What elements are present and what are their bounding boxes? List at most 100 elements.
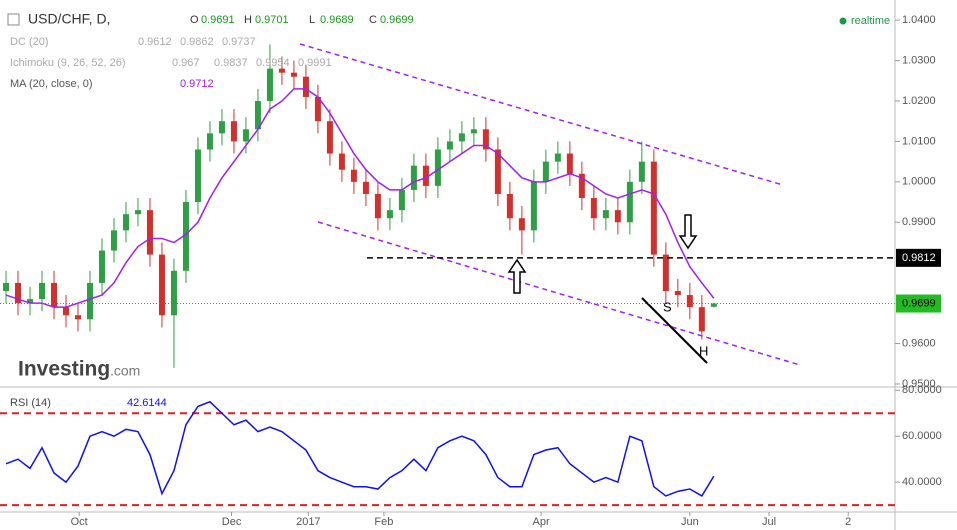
ohlc-value: 0.9699 (380, 14, 414, 26)
x-tick-label: Apr (533, 516, 550, 528)
realtime-label: realtime (851, 15, 890, 27)
y-tick-label: 0.9500 (902, 378, 936, 390)
x-tick-label: Oct (71, 516, 88, 528)
candle-body (218, 121, 225, 134)
legend-name: MA (20, close, 0) (10, 78, 93, 90)
candle-body (2, 282, 9, 291)
candle-body (338, 153, 345, 170)
x-tick-label: 2017 (296, 516, 320, 528)
candle-body (530, 181, 537, 231)
candle-body (110, 230, 117, 251)
candle-body (38, 282, 45, 300)
candle-body (470, 129, 477, 134)
candle-body (230, 121, 237, 142)
candle-body (422, 165, 429, 186)
y-tick-label: 80.0000 (902, 384, 942, 396)
symbol-icon (7, 13, 20, 26)
candle-body (26, 299, 33, 304)
candle-body (278, 68, 285, 73)
candle-body (578, 173, 585, 199)
candle-body (62, 307, 69, 316)
up-arrow (507, 258, 527, 294)
ohlc-label: L (309, 14, 315, 26)
ohlc-value: 0.9689 (320, 14, 354, 26)
ohlc-label: C (369, 14, 377, 26)
realtime-dot (839, 17, 847, 25)
candle-body (122, 214, 129, 231)
candle-body (602, 210, 609, 219)
candle-body (194, 149, 201, 203)
candle-body (710, 303, 717, 307)
candle-body (146, 210, 153, 255)
ohlc-label: O (190, 14, 199, 26)
candle-body (98, 250, 105, 283)
watermark-suffix: .com (110, 363, 140, 379)
candle-body (266, 68, 273, 101)
ohlc-value: 0.9701 (255, 14, 289, 26)
y-tick-label: 0.9900 (902, 216, 936, 228)
candle-body (182, 202, 189, 271)
candle-body (290, 72, 297, 77)
indicator-value: 0.9862 (180, 36, 214, 48)
ma-line (5, 88, 715, 308)
price-label-box (896, 248, 941, 267)
candle-body (362, 181, 369, 194)
candle-body (314, 96, 321, 122)
candle-body (134, 210, 141, 215)
candle-body (542, 161, 549, 182)
x-tick-label: Jun (681, 516, 699, 528)
y-tick-label: 1.0000 (902, 176, 936, 188)
candle-body (434, 149, 441, 186)
x-tick-label: Dec (222, 516, 242, 528)
candle-body (254, 100, 261, 130)
candle-body (590, 198, 597, 219)
candle-body (506, 193, 513, 219)
price-label: 0.9812 (902, 252, 936, 264)
candle-body (650, 161, 657, 255)
y-tick-label: 1.0400 (902, 14, 936, 26)
legend-value: 0.9712 (180, 78, 214, 90)
y-tick-label: 1.0300 (902, 54, 936, 66)
indicator-name: DC (20) (10, 36, 49, 48)
trend-line (641, 297, 708, 364)
plot: 1.0400 1.0300 1.0200 1.0100 1.0000 0.9900 0.96… (0, 11, 942, 528)
annotation: H (699, 343, 708, 358)
price-label-box (896, 294, 941, 313)
candle-body (626, 181, 633, 223)
y-tick-label: 1.0100 (902, 135, 936, 147)
candle-body (398, 189, 405, 211)
y-tick-label: 40.0000 (902, 476, 942, 488)
candle-body (302, 76, 309, 97)
candle-body (410, 165, 417, 190)
candle-body (158, 254, 165, 316)
candle-body (206, 133, 213, 150)
channel-line (317, 221, 801, 366)
annotation: S (663, 299, 672, 314)
channel-line (299, 43, 784, 186)
legend-name: RSI (14) (10, 397, 51, 409)
candle-body (638, 161, 645, 182)
price-label: 0.9699 (902, 297, 936, 309)
candle-body (698, 307, 705, 332)
candle-body (458, 133, 465, 142)
candle-body (554, 153, 561, 162)
y-tick-label: 0.9600 (902, 337, 936, 349)
candle-body (14, 282, 21, 304)
candle-body (446, 141, 453, 150)
rsi-line (5, 400, 715, 497)
candle-body (50, 282, 57, 308)
x-tick-label: Jul (762, 516, 776, 528)
candle-body (614, 210, 621, 223)
symbol-title: USD/CHF, D, (28, 11, 110, 27)
candle-body (170, 270, 177, 316)
candle-body (566, 153, 573, 174)
candle-body (326, 121, 333, 154)
x-tick-label: Feb (374, 516, 393, 528)
legend-value: 42.6144 (127, 397, 167, 409)
candle-body (350, 169, 357, 182)
ohlc-label: H (244, 14, 252, 26)
y-tick-label: 60.0000 (902, 430, 942, 442)
candle-body (86, 282, 93, 320)
x-tick-label: 2 (845, 516, 851, 528)
